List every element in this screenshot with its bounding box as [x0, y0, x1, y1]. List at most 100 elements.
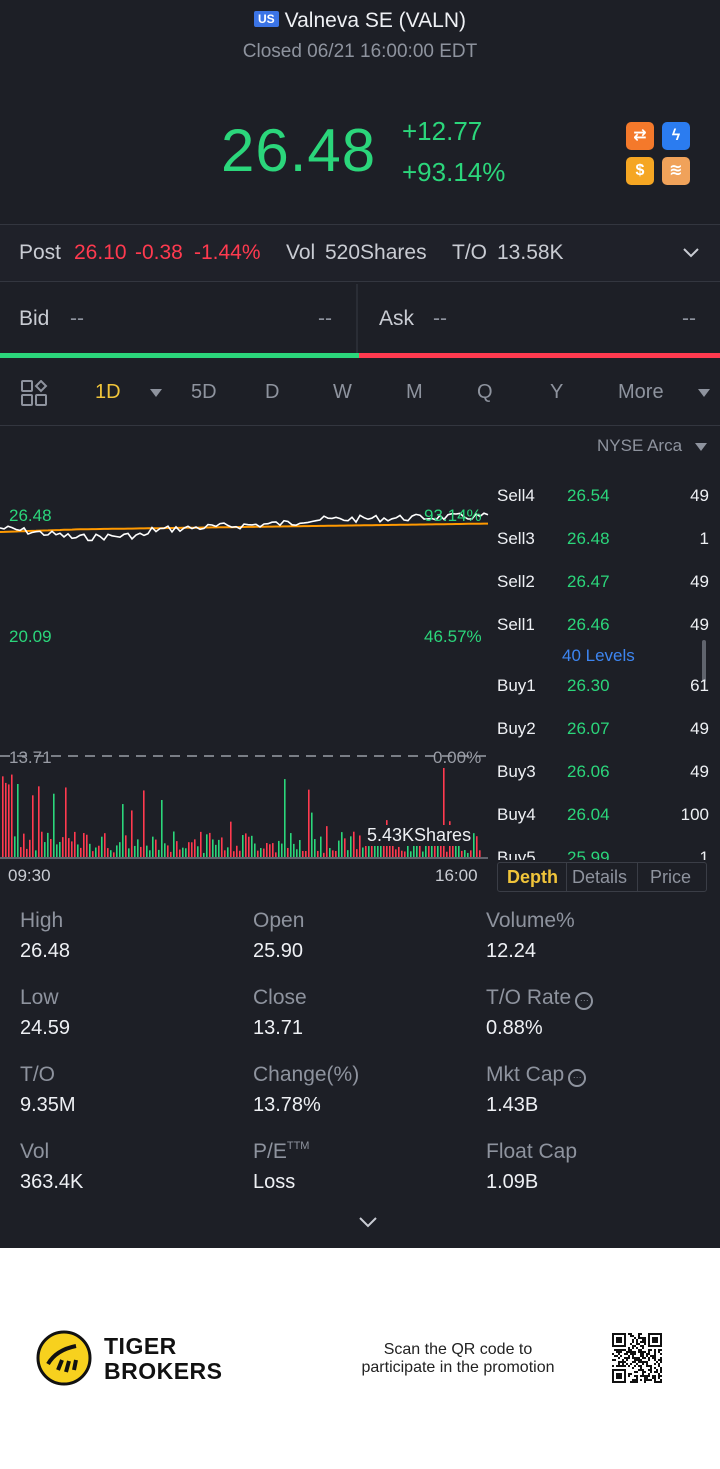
volume-bar [77, 844, 79, 857]
post-market-bar[interactable]: Post 26.10 -0.38 -1.44% Vol 520Shares T/… [0, 224, 720, 282]
volume-bar [182, 847, 184, 857]
chart-mid-pct: 46.57% [424, 627, 482, 646]
qr-module [624, 1365, 626, 1367]
volume-bar [56, 844, 58, 857]
qr-module [644, 1343, 646, 1345]
volume-bar [146, 845, 148, 857]
stat-mkt-cap-label[interactable]: Mkt Cap ··· [486, 1063, 587, 1087]
volume-bar [407, 840, 409, 857]
volume-bar [197, 846, 199, 857]
depth-segment-control: Depth Details Price [497, 862, 707, 892]
volume-bar [392, 845, 394, 857]
info-icon[interactable]: ··· [568, 1069, 587, 1087]
tab-m[interactable]: M [406, 381, 423, 403]
volume-bar [176, 841, 178, 857]
qr-module [638, 1359, 640, 1361]
qr-module [660, 1381, 662, 1383]
volume-bar [95, 847, 97, 857]
stat-close-label: Close [253, 986, 307, 1009]
qr-module [636, 1363, 638, 1365]
volume-bar [92, 851, 94, 857]
qr-module [654, 1379, 656, 1381]
volume-bar [314, 839, 316, 857]
qr-module [628, 1375, 630, 1377]
qr-module [624, 1357, 626, 1359]
volume-bar [26, 848, 28, 857]
exchange-selector[interactable]: NYSE Arca [597, 436, 707, 456]
tab-more[interactable]: More [618, 381, 664, 403]
qr-module [636, 1377, 638, 1379]
qr-module [658, 1359, 660, 1361]
qr-module [640, 1361, 642, 1363]
volume-bar [275, 852, 277, 857]
qr-module [642, 1363, 644, 1365]
qr-module [634, 1359, 636, 1361]
qr-module [648, 1379, 650, 1381]
qr-module [656, 1381, 658, 1383]
volume-bar [380, 836, 382, 857]
qr-module [650, 1349, 652, 1351]
last-price: 26.48 [221, 117, 377, 184]
order-book-scrollbar[interactable] [702, 640, 706, 682]
depth-qty: 61 [690, 676, 709, 695]
qr-module [632, 1335, 634, 1337]
qr-module [642, 1371, 644, 1373]
qr-module [648, 1365, 650, 1367]
volume-bar [452, 835, 454, 857]
chevron-down-icon[interactable] [681, 246, 701, 260]
lightning-icon[interactable]: ϟ [662, 122, 690, 150]
qr-module [640, 1337, 642, 1339]
stat-open-label: Open [253, 909, 305, 932]
layers-icon[interactable]: ≋ [662, 157, 690, 185]
depth-label: Sell2 [497, 572, 535, 591]
qr-module [640, 1353, 642, 1355]
volume-bar [401, 850, 403, 857]
intraday-chart[interactable] [0, 460, 490, 870]
volume-bar [38, 786, 40, 857]
more-caret-icon[interactable] [698, 389, 710, 397]
qr-module [636, 1379, 638, 1381]
volume-bar [377, 840, 379, 857]
brand-line-1: TIGER [104, 1333, 177, 1359]
volume-bar [431, 838, 433, 857]
volume-bar [410, 851, 412, 857]
segment-depth[interactable]: Depth [507, 867, 558, 887]
qr-module [648, 1351, 650, 1353]
qr-module [628, 1365, 630, 1367]
tab-y[interactable]: Y [550, 381, 564, 403]
tab-d[interactable]: D [265, 381, 280, 403]
info-icon[interactable]: ··· [575, 992, 594, 1010]
volume-bar [143, 790, 145, 857]
tab-1d[interactable]: 1D [95, 381, 121, 403]
levels-button[interactable]: 40 Levels [562, 646, 635, 665]
caret-down-icon[interactable] [150, 389, 162, 397]
volume-bar [74, 831, 76, 857]
tab-5d[interactable]: 5D [191, 381, 217, 403]
qr-module [650, 1365, 652, 1367]
qr-module [652, 1357, 654, 1359]
volume-bar [188, 842, 190, 857]
qr-module [638, 1343, 640, 1345]
exchange-name: NYSE Arca [597, 436, 683, 455]
expand-chevron-icon[interactable] [358, 1216, 378, 1229]
tab-w[interactable]: W [333, 381, 352, 403]
dollar-icon[interactable]: $ [626, 157, 654, 185]
depth-label: Buy3 [497, 762, 536, 781]
volume-bar [260, 848, 262, 857]
stat-to-rate-label[interactable]: T/O Rate ··· [486, 986, 594, 1010]
qr-module [622, 1349, 624, 1351]
volume-bar [254, 843, 256, 857]
volume-bar [272, 843, 274, 857]
qr-module [650, 1371, 652, 1373]
tab-q[interactable]: Q [477, 381, 493, 403]
stat-vol-value: 363.4K [20, 1171, 84, 1193]
time-end: 16:00 [435, 866, 478, 885]
swap-icon[interactable]: ⇄ [626, 122, 654, 150]
qr-module [634, 1345, 636, 1347]
segment-price[interactable]: Price [650, 867, 692, 887]
grid-icon[interactable] [21, 380, 48, 407]
volume-bar [44, 842, 46, 857]
qr-module [618, 1365, 620, 1367]
segment-details[interactable]: Details [572, 867, 628, 887]
qr-module [660, 1369, 662, 1371]
